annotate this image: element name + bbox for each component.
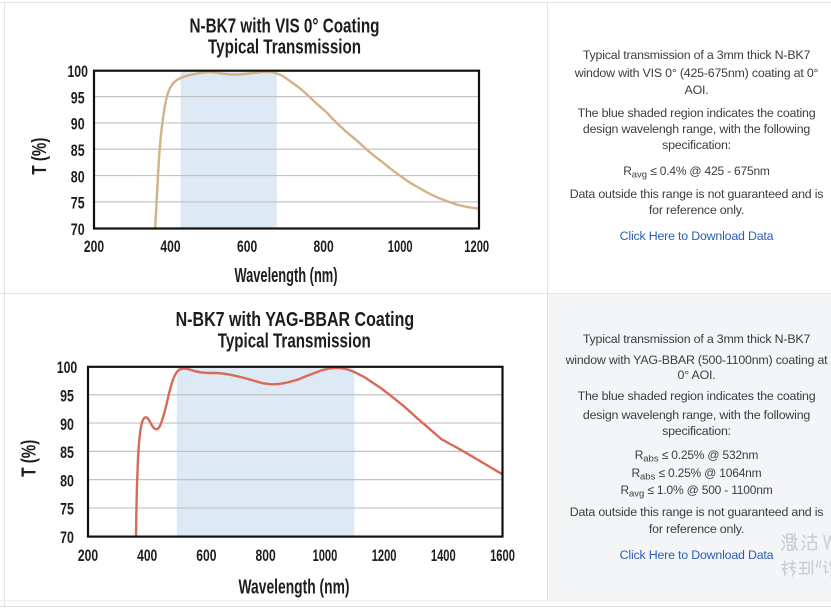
svg-text:800: 800	[313, 238, 333, 256]
svg-text:1400: 1400	[431, 547, 456, 566]
svg-text:95: 95	[71, 90, 85, 108]
svg-text:95: 95	[60, 388, 74, 406]
svg-text:1000: 1000	[388, 238, 413, 257]
svg-text:80: 80	[71, 169, 85, 187]
svg-text:N-BK7 with VIS 0° Coating: N-BK7 with VIS 0° Coating	[189, 14, 379, 37]
svg-text:100: 100	[57, 359, 78, 377]
svg-text:1000: 1000	[313, 547, 338, 566]
svg-text:85: 85	[60, 444, 74, 462]
svg-text:80: 80	[60, 473, 74, 491]
svg-text:75: 75	[71, 195, 85, 213]
svg-text:1200: 1200	[372, 547, 397, 566]
svg-text:70: 70	[60, 529, 74, 547]
svg-text:400: 400	[137, 547, 157, 565]
svg-text:Wavelength (nm): Wavelength (nm)	[234, 264, 337, 287]
svg-text:800: 800	[255, 547, 275, 565]
svg-text:90: 90	[60, 416, 74, 434]
svg-text:200: 200	[78, 547, 98, 565]
svg-text:Wavelength (nm): Wavelength (nm)	[238, 575, 349, 598]
svg-text:85: 85	[71, 142, 85, 160]
svg-text:600: 600	[237, 238, 257, 256]
svg-text:600: 600	[196, 547, 216, 565]
svg-text:1600: 1600	[490, 547, 515, 566]
svg-text:1200: 1200	[464, 238, 489, 257]
svg-text:N-BK7 with YAG-BBAR Coating: N-BK7 with YAG-BBAR Coating	[176, 307, 415, 330]
svg-text:90: 90	[71, 116, 85, 134]
svg-text:400: 400	[160, 238, 180, 256]
svg-text:Typical Transmission: Typical Transmission	[208, 35, 361, 58]
svg-text:200: 200	[84, 238, 104, 256]
svg-text:70: 70	[71, 221, 85, 239]
svg-text:100: 100	[67, 63, 88, 81]
svg-text:75: 75	[60, 501, 74, 519]
svg-text:Typical Transmission: Typical Transmission	[218, 329, 371, 352]
svg-text:T (%): T (%)	[28, 138, 51, 175]
svg-text:T (%): T (%)	[17, 440, 40, 477]
